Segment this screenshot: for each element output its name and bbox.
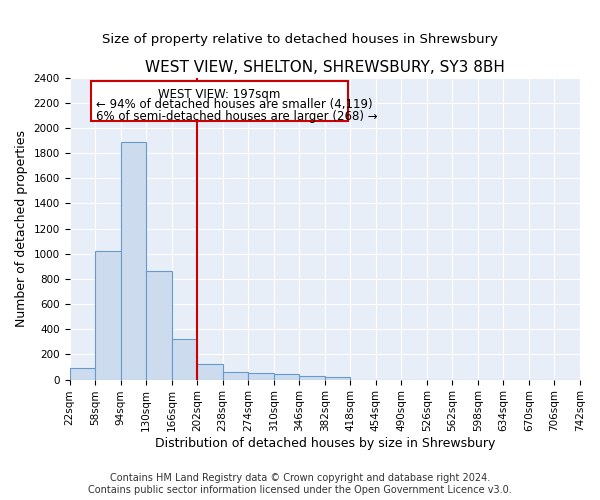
Text: Contains HM Land Registry data © Crown copyright and database right 2024.
Contai: Contains HM Land Registry data © Crown c… [88, 474, 512, 495]
Bar [197, 364, 223, 380]
Text: ← 94% of detached houses are smaller (4,119): ← 94% of detached houses are smaller (4,… [97, 98, 373, 112]
Y-axis label: Number of detached properties: Number of detached properties [15, 130, 28, 327]
Bar [146, 272, 172, 380]
Bar [121, 142, 146, 380]
Bar [223, 372, 248, 380]
Title: WEST VIEW, SHELTON, SHREWSBURY, SY3 8BH: WEST VIEW, SHELTON, SHREWSBURY, SY3 8BH [145, 60, 505, 75]
Bar [91, 80, 348, 121]
Bar [274, 374, 299, 380]
Bar [299, 376, 325, 380]
X-axis label: Distribution of detached houses by size in Shrewsbury: Distribution of detached houses by size … [155, 437, 495, 450]
Bar [248, 372, 274, 380]
Text: Size of property relative to detached houses in Shrewsbury: Size of property relative to detached ho… [102, 32, 498, 46]
Bar [70, 368, 95, 380]
Bar [95, 251, 121, 380]
Text: 6% of semi-detached houses are larger (268) →: 6% of semi-detached houses are larger (2… [97, 110, 378, 122]
Bar [172, 340, 197, 380]
Bar [325, 377, 350, 380]
Text: WEST VIEW: 197sqm: WEST VIEW: 197sqm [158, 88, 281, 102]
